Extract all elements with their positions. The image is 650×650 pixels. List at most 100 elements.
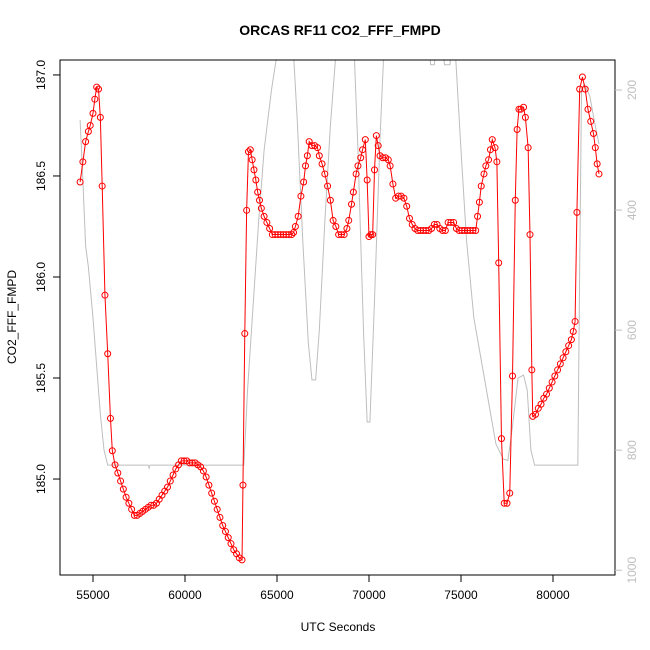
point <box>389 180 397 188</box>
point <box>213 505 221 513</box>
point <box>202 473 210 481</box>
point <box>290 229 298 237</box>
point <box>324 182 332 190</box>
y-tick-label: 187.0 <box>34 60 48 90</box>
point <box>98 182 106 190</box>
point <box>573 208 581 216</box>
point <box>469 227 477 235</box>
point <box>521 113 529 121</box>
point <box>79 158 87 166</box>
series-line <box>79 60 600 470</box>
point <box>291 222 299 230</box>
y-tick-label: 186.5 <box>34 161 48 191</box>
point <box>248 156 256 164</box>
point <box>528 366 536 374</box>
x-tick-label: 70000 <box>352 588 386 602</box>
point <box>108 447 116 455</box>
point <box>361 136 369 144</box>
point <box>354 162 362 170</box>
point <box>543 390 551 398</box>
point <box>589 130 597 138</box>
point <box>545 384 553 392</box>
point <box>96 113 104 121</box>
point <box>584 105 592 113</box>
point <box>349 188 357 196</box>
point <box>509 372 517 380</box>
point <box>326 196 334 204</box>
point <box>439 227 447 235</box>
point <box>119 485 127 493</box>
point <box>513 126 521 134</box>
y2-tick-label: 200 <box>625 80 639 100</box>
point <box>475 198 483 206</box>
point <box>315 152 323 160</box>
point <box>578 73 586 81</box>
plot-area <box>76 60 603 564</box>
y2-tick-label: 1000 <box>625 557 639 584</box>
point <box>313 144 321 152</box>
point <box>340 231 348 239</box>
point <box>480 170 488 178</box>
point <box>337 231 345 239</box>
point <box>348 200 356 208</box>
point <box>128 505 136 513</box>
point <box>125 499 133 507</box>
point <box>91 95 99 103</box>
point <box>565 342 573 350</box>
x-tick-label: 75000 <box>444 588 478 602</box>
point <box>210 497 218 505</box>
point <box>224 534 232 542</box>
point <box>506 489 514 497</box>
y2-tick-label: 600 <box>625 320 639 340</box>
x-tick-label: 60000 <box>168 588 202 602</box>
point <box>371 166 379 174</box>
point <box>227 540 235 548</box>
point <box>166 477 174 485</box>
point <box>252 176 260 184</box>
point <box>405 214 413 222</box>
point <box>297 192 305 200</box>
point <box>343 225 351 233</box>
point <box>239 481 247 489</box>
point <box>352 170 360 178</box>
point <box>495 259 503 267</box>
point <box>384 156 392 164</box>
point <box>288 231 296 239</box>
point <box>472 227 480 235</box>
y-tick-label: 185.5 <box>34 363 48 393</box>
point <box>164 483 172 491</box>
point <box>537 400 545 408</box>
point <box>571 317 579 325</box>
point <box>95 85 103 93</box>
point <box>593 160 601 168</box>
point <box>285 231 293 239</box>
point <box>216 513 224 521</box>
point <box>250 166 258 174</box>
point <box>238 556 246 564</box>
y-tick-label: 185.0 <box>34 464 48 494</box>
point <box>532 410 540 418</box>
point <box>244 148 252 156</box>
point <box>474 212 482 220</box>
point <box>256 196 264 204</box>
point <box>263 218 271 226</box>
point <box>241 330 249 338</box>
point <box>581 85 589 93</box>
point <box>569 328 577 336</box>
point <box>219 522 227 530</box>
point <box>591 144 599 152</box>
point <box>246 146 254 154</box>
point <box>93 83 101 91</box>
point <box>386 162 394 170</box>
point <box>321 170 329 178</box>
x-tick-label: 65000 <box>260 588 294 602</box>
point <box>587 117 595 125</box>
point <box>345 216 353 224</box>
point <box>441 227 449 235</box>
point <box>493 158 501 166</box>
point <box>205 481 213 489</box>
point <box>84 128 92 136</box>
point <box>357 154 365 162</box>
